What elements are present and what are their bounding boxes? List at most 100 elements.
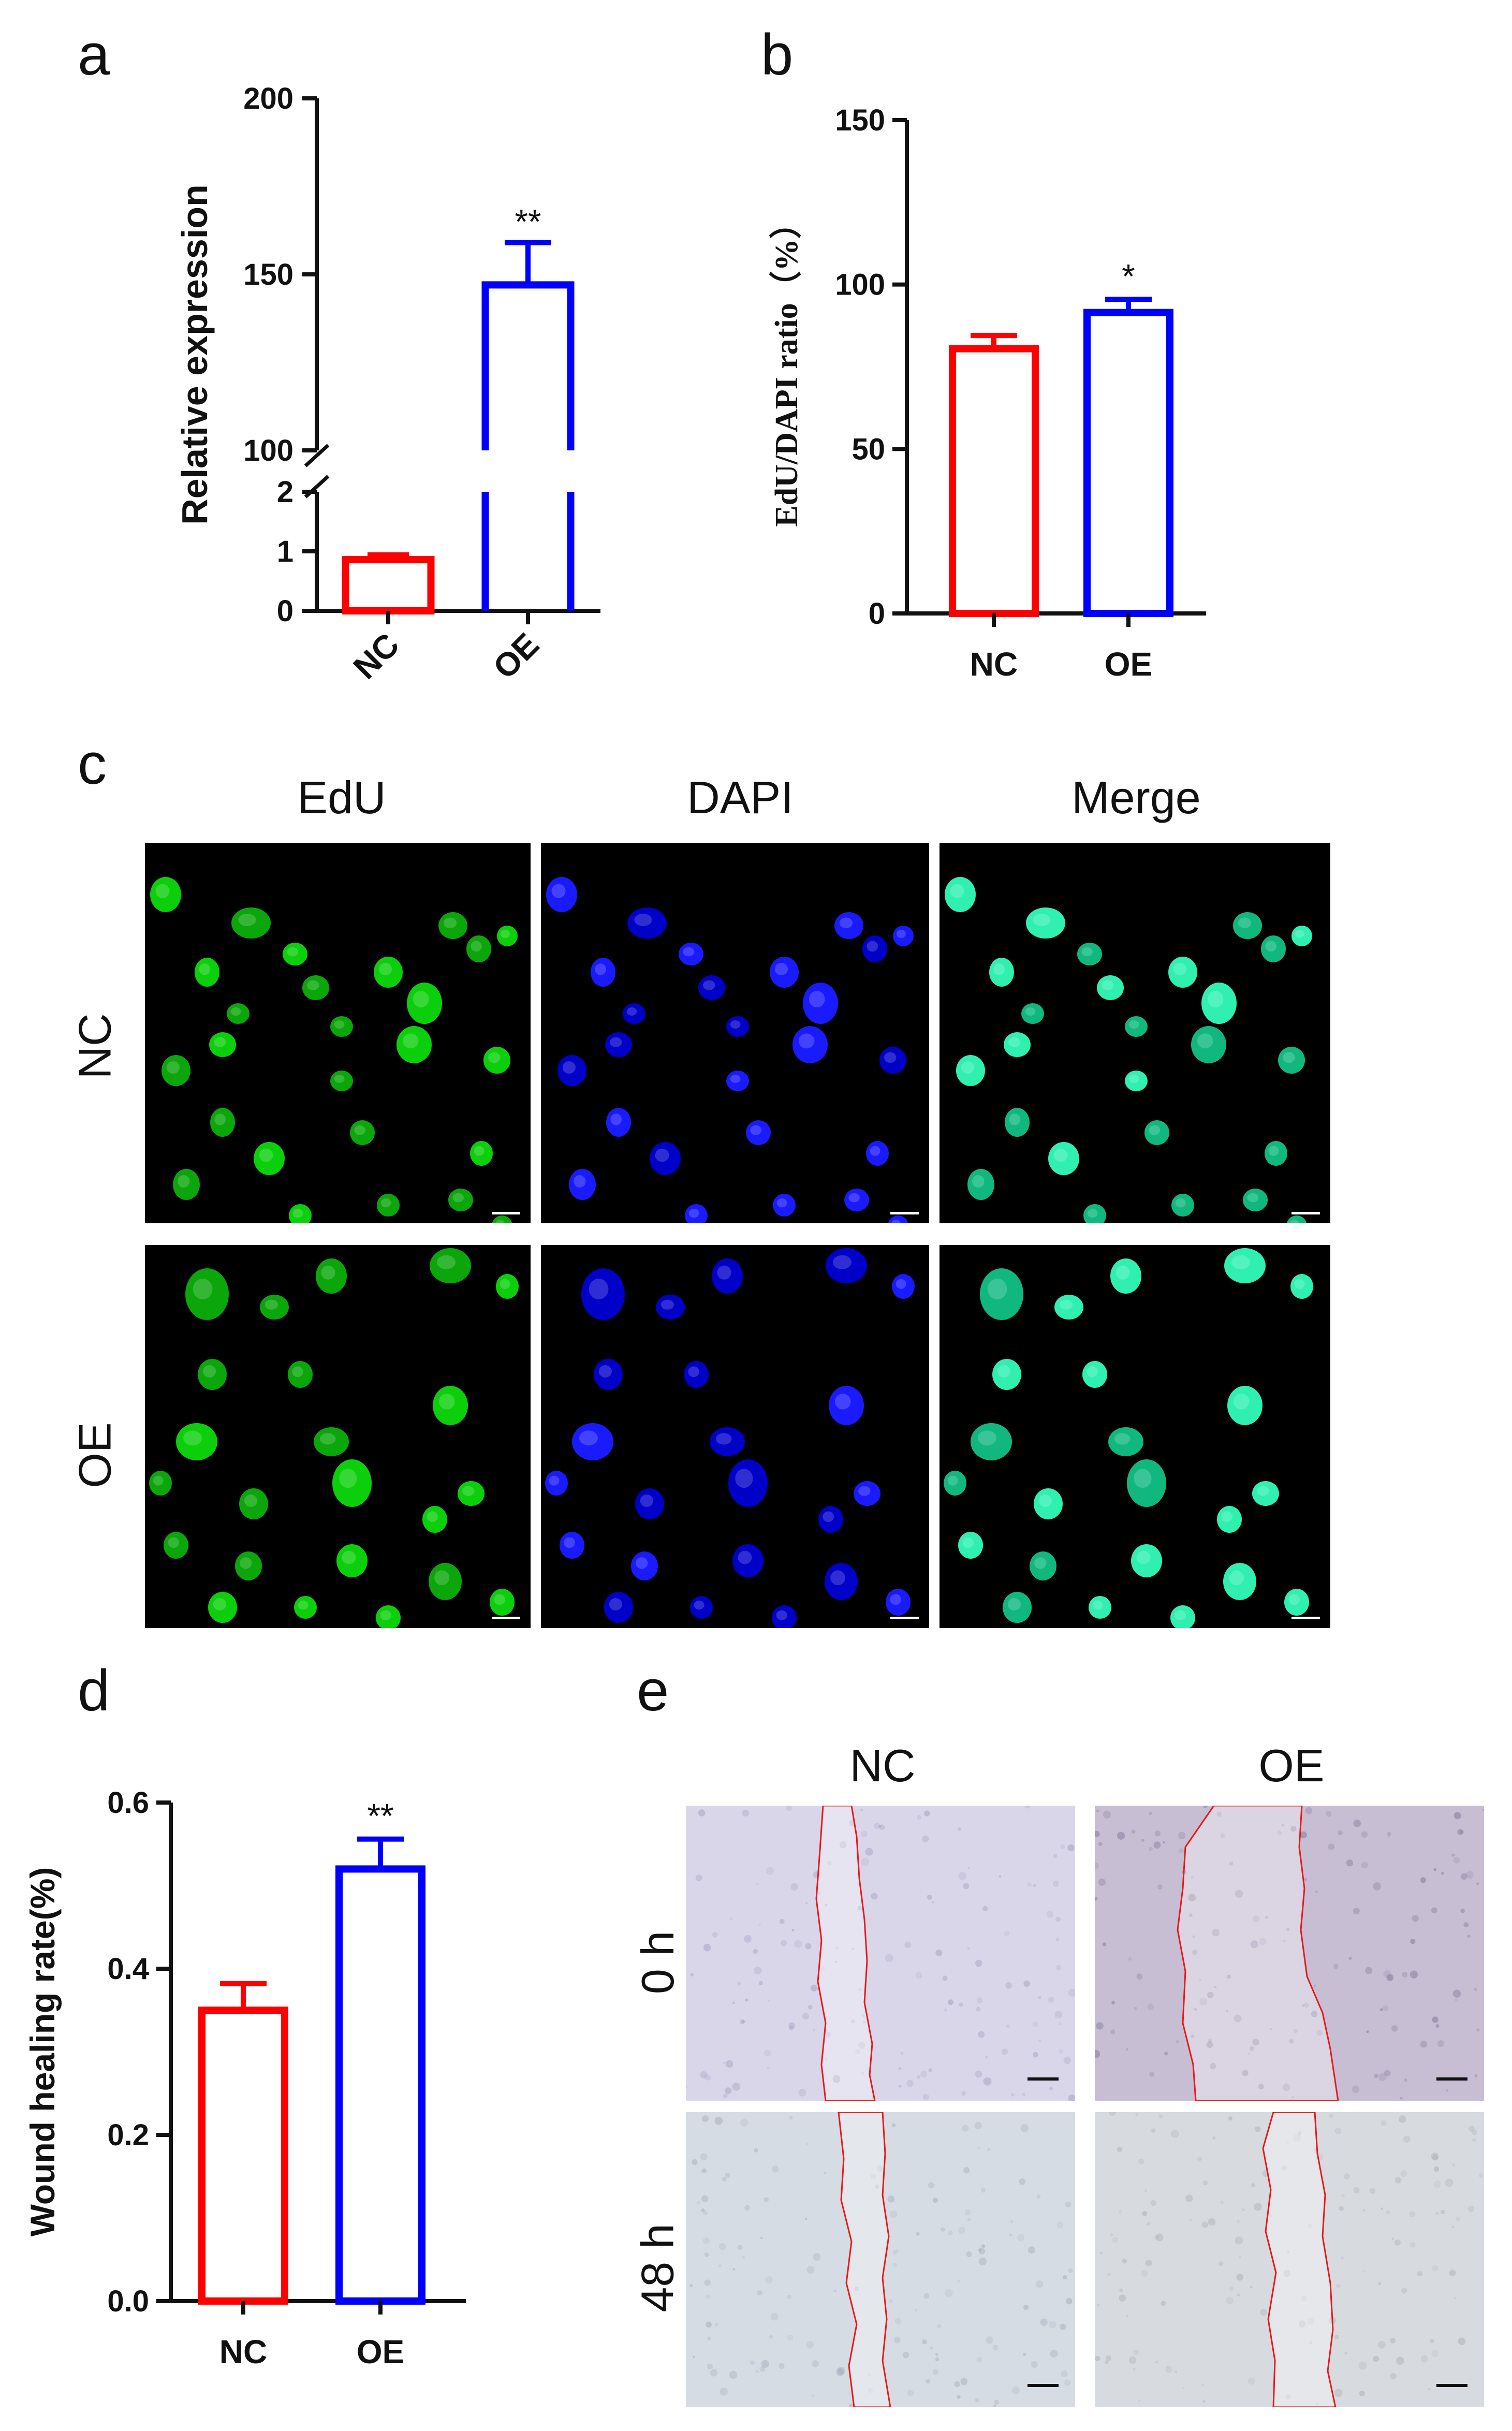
cell-texture — [692, 2355, 696, 2359]
nucleus — [288, 1361, 313, 1388]
axis-a-tick-label: 200 — [243, 82, 293, 115]
nucleus-highlight — [993, 963, 1005, 975]
cell-texture — [1052, 1880, 1059, 1887]
nucleus — [656, 1295, 685, 1320]
nucleus-highlight — [1134, 1469, 1152, 1488]
cell-texture — [1021, 2092, 1025, 2097]
cell-texture — [1212, 1928, 1220, 1937]
cell-texture — [764, 2197, 769, 2202]
cell-texture — [1153, 1841, 1161, 1849]
cell-texture — [914, 2308, 918, 2312]
nucleus-highlight — [634, 914, 652, 926]
cell-texture — [976, 1997, 983, 2003]
nucleus — [231, 907, 271, 939]
cell-texture — [894, 2318, 902, 2324]
cell-texture — [732, 2268, 735, 2271]
cell-texture — [933, 2369, 938, 2375]
cell-texture — [1054, 2011, 1063, 2019]
nucleus-highlight — [830, 1570, 845, 1586]
wound-canvas — [1095, 2112, 1484, 2407]
nucleus — [350, 1120, 375, 1145]
cell-texture — [958, 1872, 966, 1880]
cell-texture — [976, 2356, 982, 2363]
nucleus-highlight — [495, 1220, 505, 1223]
cell-texture — [1247, 2052, 1251, 2055]
nucleus — [1168, 957, 1197, 988]
cell-texture — [1105, 2360, 1109, 2364]
cell-texture — [689, 2284, 693, 2287]
nucleus-highlight — [342, 1550, 356, 1564]
cell-texture — [928, 2182, 935, 2189]
nucleus — [712, 1258, 743, 1294]
nucleus — [1054, 1295, 1083, 1320]
nucleus-highlight — [897, 930, 906, 938]
nucleus-highlight — [1008, 1037, 1021, 1047]
cell-texture — [963, 1883, 970, 1890]
cell-texture — [1001, 2048, 1008, 2055]
cell-texture — [1433, 2166, 1440, 2172]
cell-texture — [1208, 2039, 1212, 2043]
cell-texture — [1391, 2025, 1398, 2032]
cell-texture — [813, 2253, 821, 2261]
cell-texture — [948, 1999, 953, 2005]
nucleus — [1261, 935, 1286, 962]
cell-texture — [1010, 2219, 1014, 2223]
nucleus — [448, 1189, 473, 1211]
cell-texture — [879, 1824, 885, 1830]
nucleus-highlight — [214, 1114, 226, 1125]
cell-texture — [1333, 1964, 1339, 1969]
cell-texture — [753, 1949, 758, 1954]
nucleus — [490, 1589, 515, 1616]
cell-texture — [1363, 2270, 1366, 2273]
nucleus — [195, 958, 219, 987]
cell-texture — [1454, 1812, 1461, 1820]
cell-texture — [868, 2374, 871, 2377]
cell-texture — [1067, 1844, 1075, 1852]
wound-background — [1095, 1806, 1484, 2101]
cell-texture — [921, 1835, 929, 1842]
nucleus-highlight — [259, 1148, 273, 1162]
cell-texture — [870, 2173, 877, 2180]
nucleus — [1224, 1248, 1266, 1283]
cell-texture — [1260, 2308, 1267, 2316]
cell-texture — [1141, 2269, 1148, 2277]
cell-texture — [893, 2336, 901, 2344]
cell-texture — [1220, 2201, 1224, 2204]
nucleus-highlight — [334, 1020, 345, 1029]
cell-texture — [1176, 2040, 1179, 2043]
cell-texture — [888, 2298, 893, 2303]
nucleus — [209, 1032, 236, 1057]
cell-texture — [1117, 1832, 1125, 1840]
nucleus-highlight — [462, 1486, 475, 1496]
cell-texture — [1098, 1842, 1103, 1847]
cell-texture — [1048, 2320, 1056, 2329]
cell-texture — [703, 1943, 711, 1952]
nucleus-highlight — [202, 1365, 216, 1378]
cell-texture — [1138, 2158, 1144, 2164]
nucleus-highlight — [199, 963, 210, 975]
cell-texture — [1250, 2286, 1253, 2289]
cell-texture — [892, 2263, 897, 2267]
wound-outline — [838, 2112, 891, 2407]
nucleus — [294, 1596, 317, 1619]
cell-texture — [764, 2049, 771, 2057]
cell-texture — [1163, 1841, 1165, 1843]
cell-texture — [1182, 2386, 1185, 2390]
cell-texture — [1036, 2194, 1041, 2199]
cell-texture — [718, 2264, 722, 2267]
cell-texture — [1110, 2029, 1115, 2035]
cell-texture — [1194, 2008, 1197, 2011]
nucleus-highlight — [183, 1430, 202, 1446]
nucleus-highlight — [153, 1475, 164, 1486]
cell-texture — [1341, 2193, 1345, 2198]
cell-texture — [935, 1950, 943, 1956]
cell-texture — [786, 1806, 792, 1811]
nucleus — [1004, 1032, 1031, 1057]
nucleus-highlight — [427, 1511, 438, 1522]
cell-texture — [1283, 1940, 1286, 1942]
cell-texture — [1384, 2070, 1391, 2076]
cell-texture — [1435, 2024, 1440, 2028]
nucleus-highlight — [1238, 917, 1251, 929]
axis-d-tick-label: 0.2 — [107, 2118, 149, 2152]
nucleus — [728, 1459, 768, 1507]
